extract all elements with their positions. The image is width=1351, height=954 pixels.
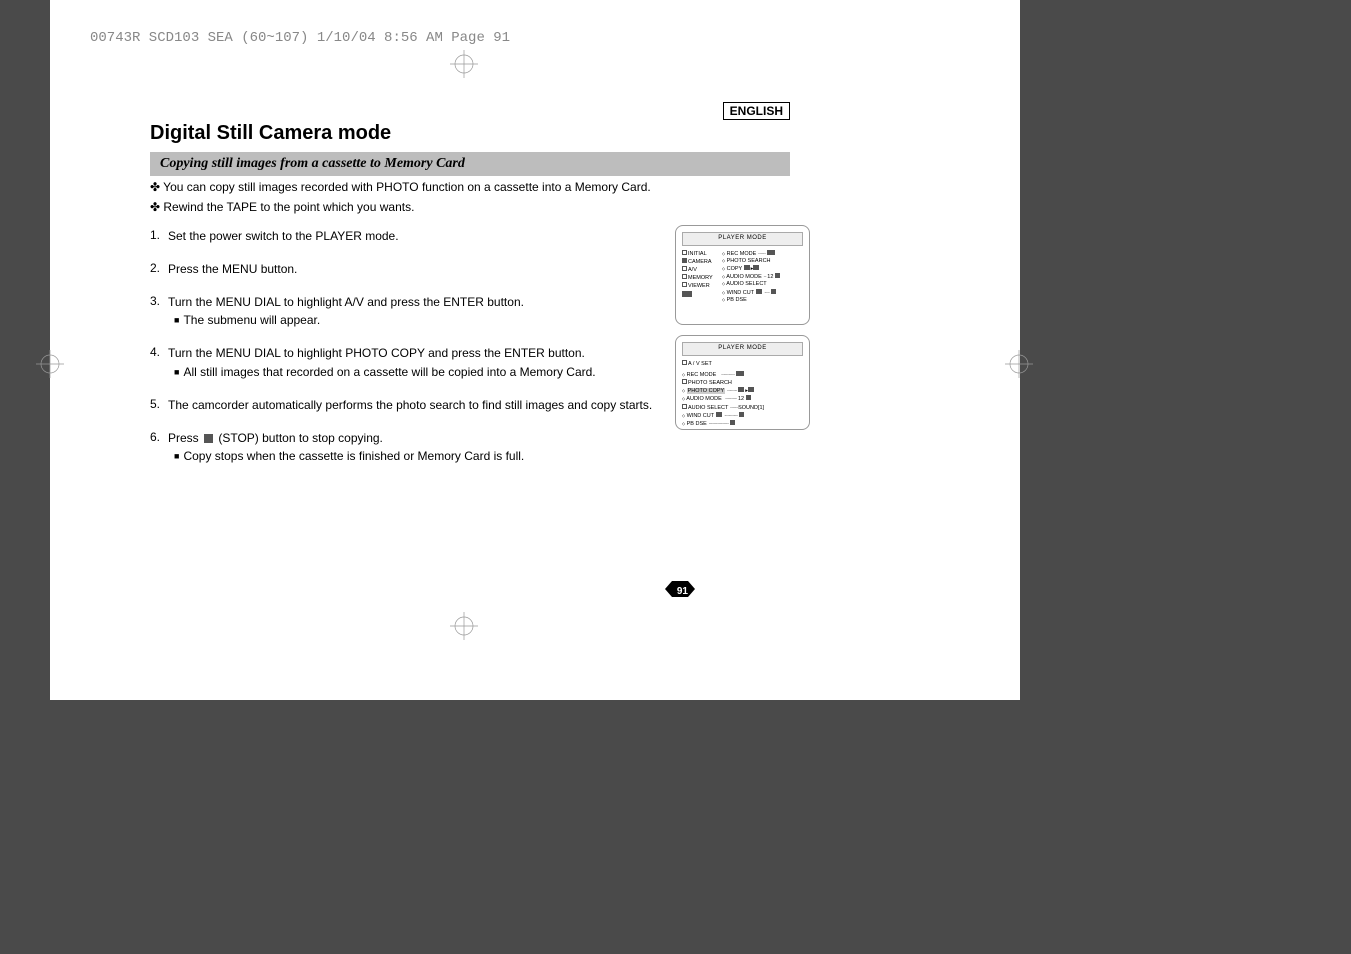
lcd-screen-2: PLAYER MODE A / V SET ◇ REC MODE ·······… [675, 335, 810, 430]
crop-mark-right [1005, 350, 1033, 378]
lcd-screen-1: PLAYER MODE INITIALCAMERAA/VMEMORYVIEWER… [675, 225, 810, 325]
intro-line: You can copy still images recorded with … [163, 180, 651, 194]
steps-list: 1.Set the power switch to the PLAYER mod… [150, 228, 670, 481]
intro-line: Rewind the TAPE to the point which you w… [163, 200, 414, 214]
crop-mark-top [450, 50, 478, 78]
crop-mark-left [36, 350, 64, 378]
lcd2-set: A / V SET [682, 360, 803, 368]
crop-mark-bottom [450, 612, 478, 640]
language-label: ENGLISH [723, 102, 790, 120]
section-subtitle: Copying still images from a cassette to … [150, 152, 790, 176]
lcd2-title: PLAYER MODE [682, 342, 803, 356]
lcd1-title: PLAYER MODE [682, 232, 803, 246]
print-header: 00743R SCD103 SEA (60~107) 1/10/04 8:56 … [90, 30, 510, 46]
lcd2-body: ◇ REC MODE ················ PHOTO SEARCH… [682, 371, 803, 428]
intro-block: ✤ You can copy still images recorded wit… [150, 178, 651, 218]
page-number: 91 [677, 586, 688, 597]
document-page: 00743R SCD103 SEA (60~107) 1/10/04 8:56 … [50, 0, 1020, 700]
page-title: Digital Still Camera mode [150, 122, 391, 145]
lcd1-body: INITIALCAMERAA/VMEMORYVIEWER◇ REC MODE ·… [682, 250, 803, 304]
